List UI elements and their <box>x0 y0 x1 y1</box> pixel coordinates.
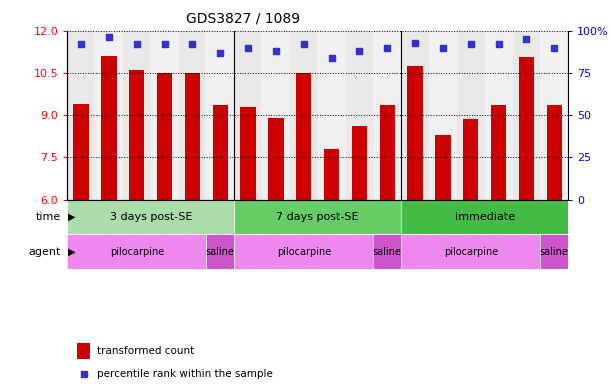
Bar <box>101 56 117 200</box>
Text: GDS3827 / 1089: GDS3827 / 1089 <box>186 12 299 25</box>
Point <box>76 41 86 47</box>
Bar <box>185 73 200 200</box>
Point <box>132 41 142 47</box>
Bar <box>379 105 395 200</box>
Point <box>299 41 309 47</box>
Bar <box>519 58 534 200</box>
Bar <box>67 234 207 269</box>
Bar <box>324 149 339 200</box>
Point <box>354 48 364 54</box>
Point <box>466 41 476 47</box>
Text: agent: agent <box>29 247 61 257</box>
Point <box>522 36 532 42</box>
Bar <box>318 31 346 200</box>
Bar <box>157 73 172 200</box>
Text: saline: saline <box>373 247 402 257</box>
Point <box>410 40 420 46</box>
Point <box>271 48 281 54</box>
Point <box>438 45 448 51</box>
Bar <box>207 234 234 269</box>
Bar <box>408 66 423 200</box>
Bar <box>178 31 207 200</box>
Bar <box>262 31 290 200</box>
Bar <box>373 234 401 269</box>
Point <box>494 41 503 47</box>
Bar <box>129 70 144 200</box>
Bar <box>123 31 151 200</box>
Text: transformed count: transformed count <box>97 346 194 356</box>
Point <box>216 50 225 56</box>
Text: saline: saline <box>206 247 235 257</box>
Point <box>104 35 114 41</box>
Bar <box>234 200 401 234</box>
Bar <box>540 234 568 269</box>
Text: 3 days post-SE: 3 days post-SE <box>109 212 192 222</box>
Text: 7 days post-SE: 7 days post-SE <box>276 212 359 222</box>
Bar <box>346 31 373 200</box>
Bar <box>491 105 507 200</box>
Bar <box>435 135 451 200</box>
Bar <box>540 31 568 200</box>
Bar <box>241 107 256 200</box>
Point <box>549 45 559 51</box>
Bar <box>151 31 178 200</box>
Bar <box>352 126 367 200</box>
Bar <box>373 31 401 200</box>
Bar <box>401 200 568 234</box>
Point <box>243 45 253 51</box>
Bar <box>207 31 234 200</box>
Bar <box>95 31 123 200</box>
Bar <box>513 31 540 200</box>
Bar <box>268 118 284 200</box>
Text: pilocarpine: pilocarpine <box>277 247 331 257</box>
Bar <box>67 31 95 200</box>
Bar <box>401 31 429 200</box>
Bar <box>463 119 478 200</box>
Bar <box>77 343 90 359</box>
Bar <box>234 234 373 269</box>
Text: immediate: immediate <box>455 212 515 222</box>
Bar <box>67 200 234 234</box>
Point <box>79 371 89 377</box>
Text: ▶: ▶ <box>68 247 76 257</box>
Point <box>327 55 337 61</box>
Point <box>188 41 197 47</box>
Bar <box>429 31 457 200</box>
Point <box>159 41 169 47</box>
Bar <box>547 105 562 200</box>
Bar <box>213 105 228 200</box>
Text: percentile rank within the sample: percentile rank within the sample <box>97 369 273 379</box>
Bar <box>73 104 89 200</box>
Text: ▶: ▶ <box>68 212 76 222</box>
Text: pilocarpine: pilocarpine <box>109 247 164 257</box>
Text: time: time <box>36 212 61 222</box>
Bar <box>401 234 540 269</box>
Bar <box>457 31 485 200</box>
Bar <box>296 73 312 200</box>
Text: pilocarpine: pilocarpine <box>444 247 498 257</box>
Point <box>382 45 392 51</box>
Bar <box>485 31 513 200</box>
Bar <box>234 31 262 200</box>
Text: saline: saline <box>540 247 569 257</box>
Bar <box>290 31 318 200</box>
